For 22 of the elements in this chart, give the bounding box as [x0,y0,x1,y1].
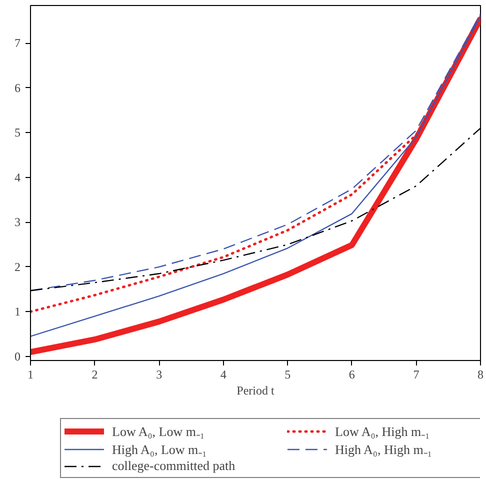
x-tick-label: 8 [478,368,484,382]
legend-label: college-committed path [112,458,236,474]
y-tick-label: 4 [14,170,20,184]
y-tick-label: 7 [14,36,20,50]
y-tick-label: 3 [14,215,20,230]
x-tick-label: 2 [92,368,98,382]
y-tick-label: 2 [14,260,20,274]
x-tick-label: 7 [413,368,420,382]
x-tick-label: 6 [348,368,355,382]
y-tick-label: 6 [14,80,20,95]
legend-label: Low A₀, High m₋₁ [335,423,431,440]
y-tick-label: 1 [14,304,20,319]
x-tick-label: 4 [220,368,226,382]
y-tick-label: 0 [14,349,20,364]
legend-label: High A₀, High m₋₁ [335,441,433,458]
x-axis-title: Period t [236,384,275,398]
x-tick-label: 3 [156,368,162,382]
x-tick-label: 5 [284,368,291,382]
legend-label: High A₀, Low m₋₁ [112,441,208,458]
legend-label: Low A₀, Low m₋₁ [112,423,206,440]
x-tick-label: 1 [28,368,34,382]
y-tick-label: 5 [14,126,20,140]
